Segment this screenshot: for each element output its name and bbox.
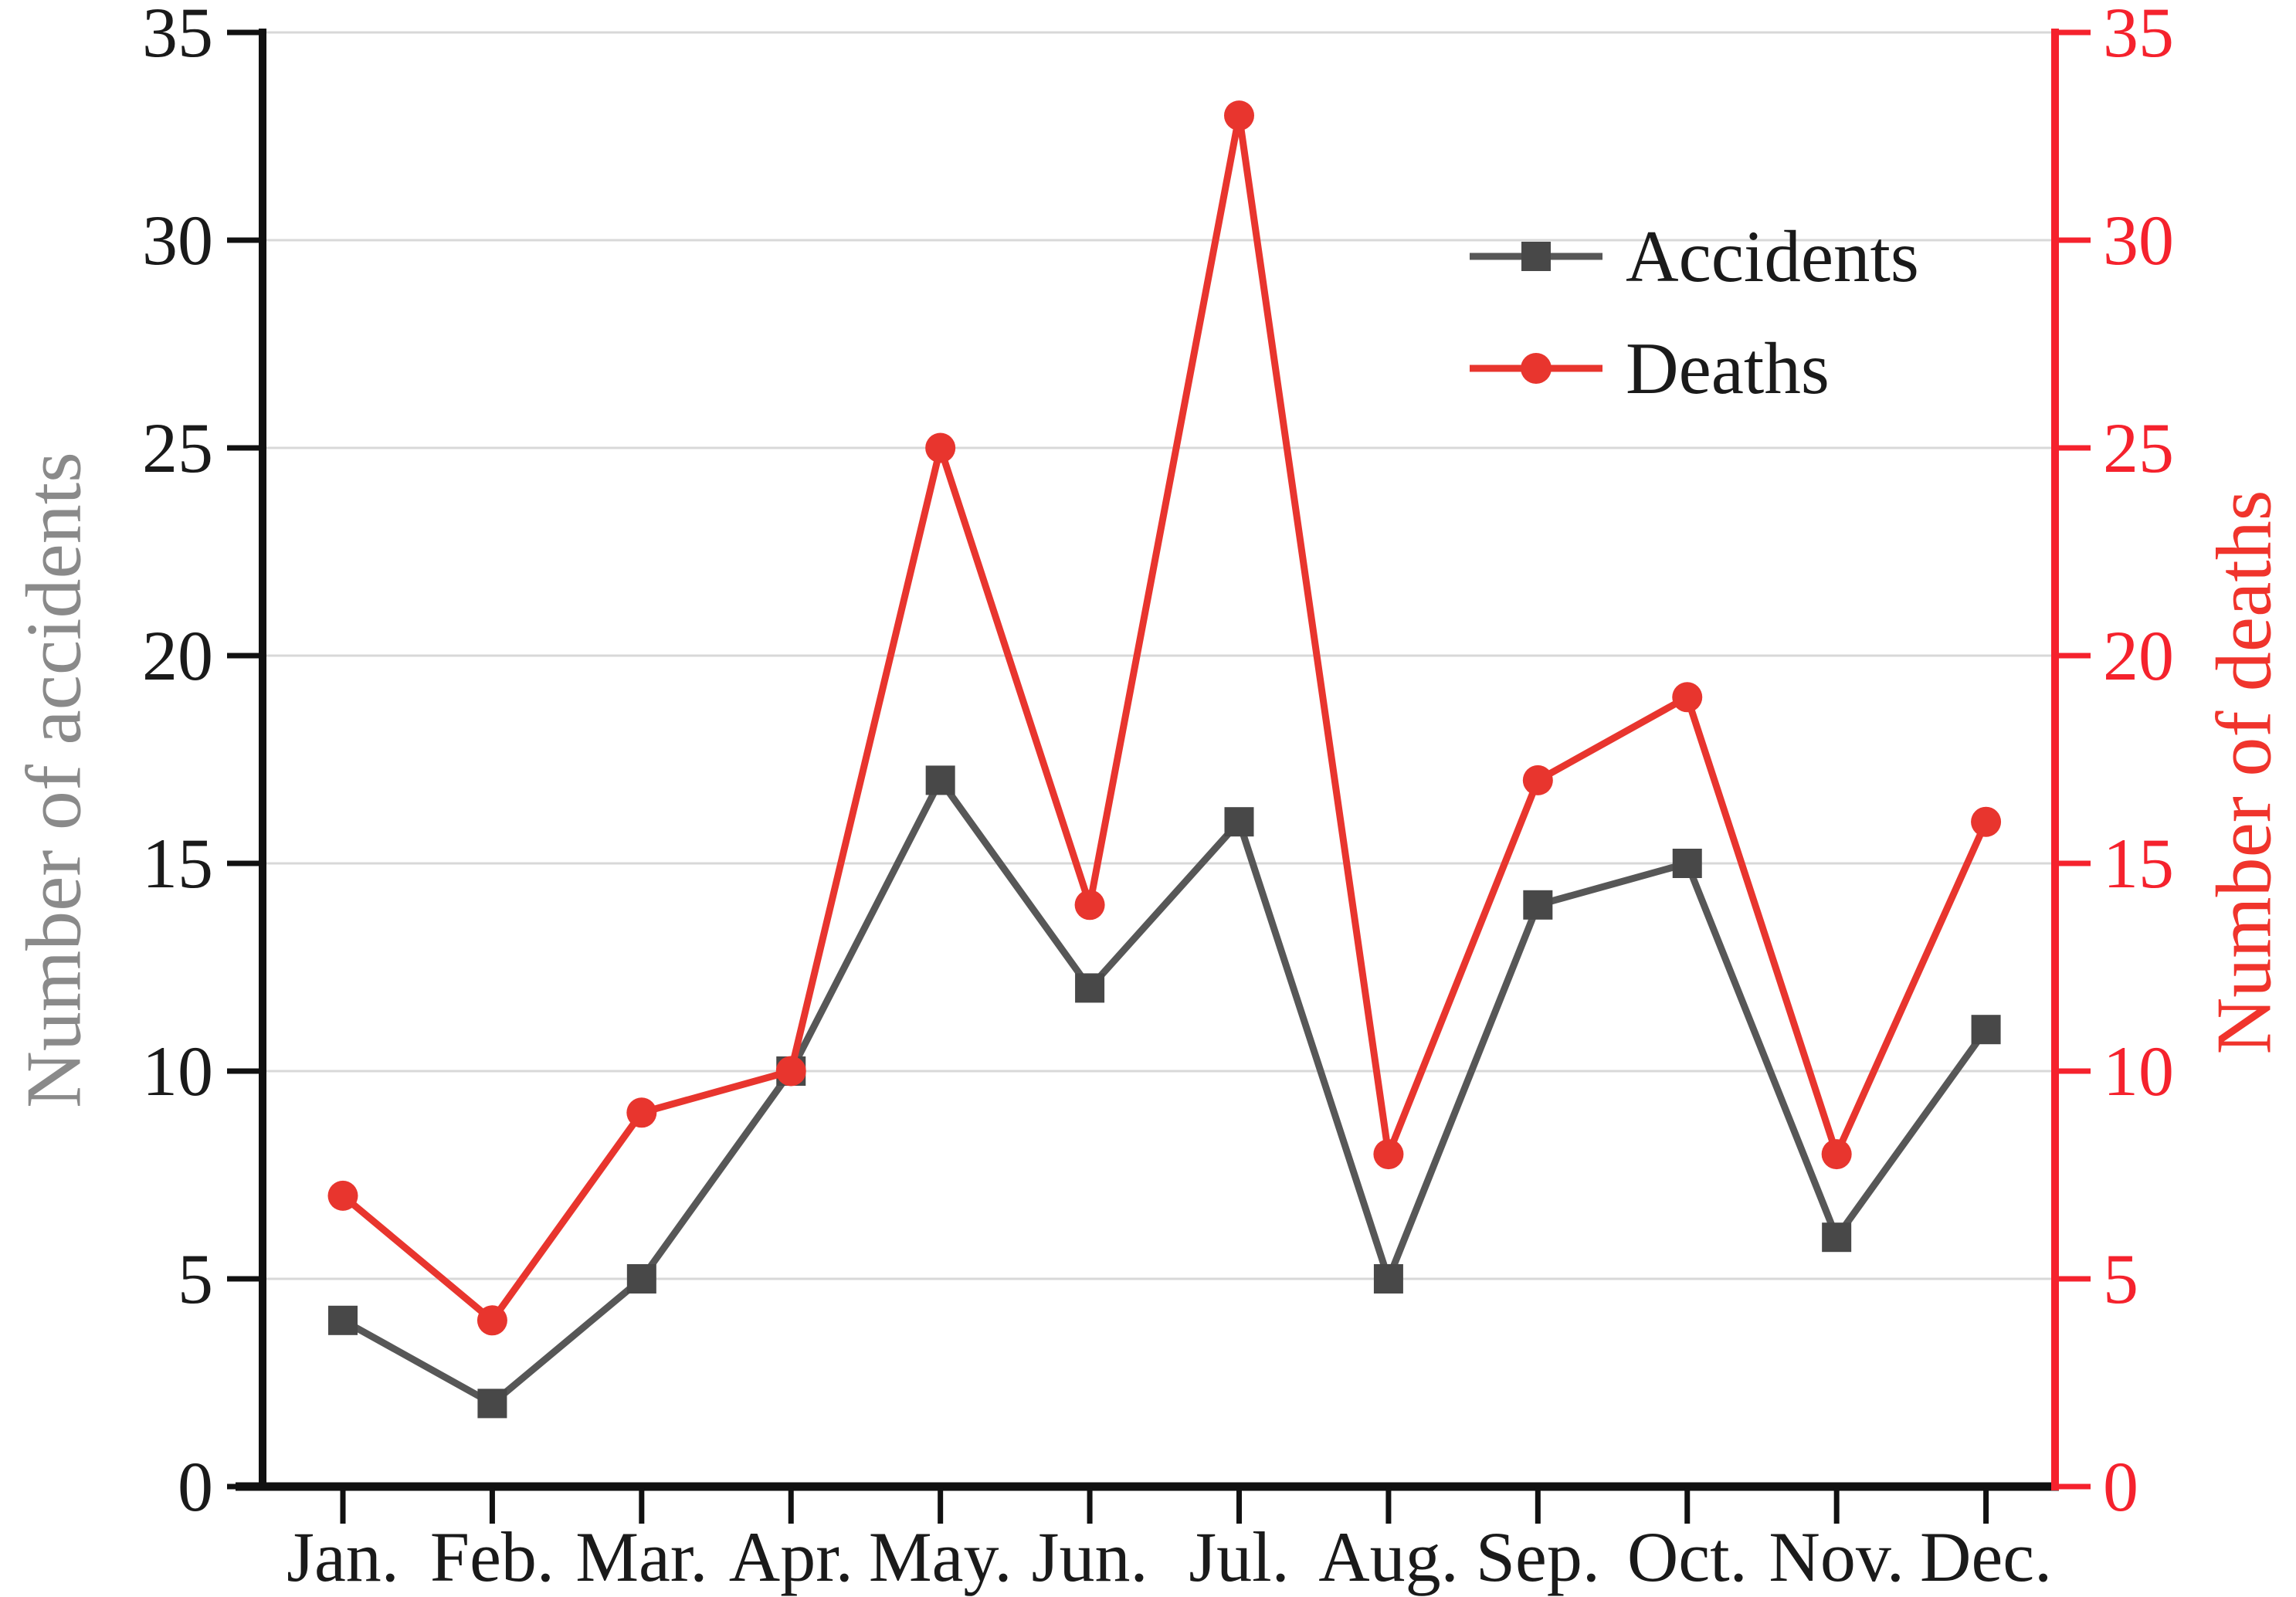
deaths-marker [1373,1139,1404,1170]
legend-label-deaths: Deaths [1626,327,1830,409]
x-tick-label: Oct. [1627,1517,1748,1596]
deaths-marker [1224,100,1254,131]
accidents-marker [925,765,955,795]
x-tick-label: Aug. [1318,1517,1458,1596]
left-tick-label: 30 [142,201,213,280]
right-tick-label: 15 [2103,824,2174,903]
accidents-marker [626,1264,656,1294]
deaths-marker [1971,806,2002,837]
deaths-marker [775,1056,806,1087]
deaths-marker [1672,682,1703,713]
left-axis-title: Number of accidents [10,452,98,1108]
left-tick-label: 0 [178,1447,213,1526]
legend-label-accidents: Accidents [1626,215,1919,297]
x-tick-label: May. [869,1517,1012,1596]
accidents-marker [1224,807,1254,837]
right-axis-title: Number of deaths [2200,490,2288,1055]
right-tick-label: 25 [2103,409,2174,487]
x-tick-label: Dec. [1920,1517,2052,1596]
deaths-marker [476,1305,507,1336]
deaths-line [341,114,1989,1326]
right-tick-label: 10 [2103,1032,2174,1110]
accidents-marker [1672,849,1702,878]
deaths-marker [327,1180,358,1211]
deaths-marker [626,1097,657,1128]
left-tick-label: 15 [142,824,213,903]
x-tick-label: Feb. [430,1517,554,1596]
right-tick-label: 5 [2103,1239,2138,1318]
left-tick-label: 35 [142,0,213,72]
legend-item-accidents: Accidents [1467,213,1919,300]
accidents-marker [1523,890,1553,920]
accidents-legend-marker [1470,242,1602,271]
deaths-marker [1821,1139,1852,1170]
accidents-marker [1971,1015,2001,1045]
right-tick-label: 35 [2103,0,2174,72]
accidents-marker [328,1305,358,1335]
left-tick-label: 20 [142,616,213,695]
accidents-marker [1822,1222,1852,1253]
accidents-marker [477,1388,507,1419]
accidents-line [341,773,1989,1408]
legend-item-deaths: Deaths [1467,325,1830,412]
x-tick-label: Jan. [287,1517,399,1596]
x-tick-label: Jul. [1189,1517,1289,1596]
accidents-marker [1373,1264,1403,1294]
right-tick-label: 30 [2103,201,2174,280]
accidents-marker [1075,973,1105,1003]
x-tick-label: Apr. [729,1517,853,1596]
x-tick-label: Mar. [575,1517,707,1596]
right-tick-label: 0 [2103,1447,2138,1526]
x-tick-label: Sep. [1476,1517,1600,1596]
left-tick-label: 25 [142,409,213,487]
deaths-marker [925,432,956,463]
deaths-marker [1522,765,1553,795]
right-tick-label: 20 [2103,616,2174,695]
x-tick-label: Jun. [1032,1517,1148,1596]
x-tick-label: Nov. [1769,1517,1904,1596]
deaths-marker [1074,890,1105,921]
left-tick-label: 5 [178,1239,213,1318]
deaths-legend-marker [1470,353,1602,384]
left-tick-label: 10 [142,1032,213,1110]
